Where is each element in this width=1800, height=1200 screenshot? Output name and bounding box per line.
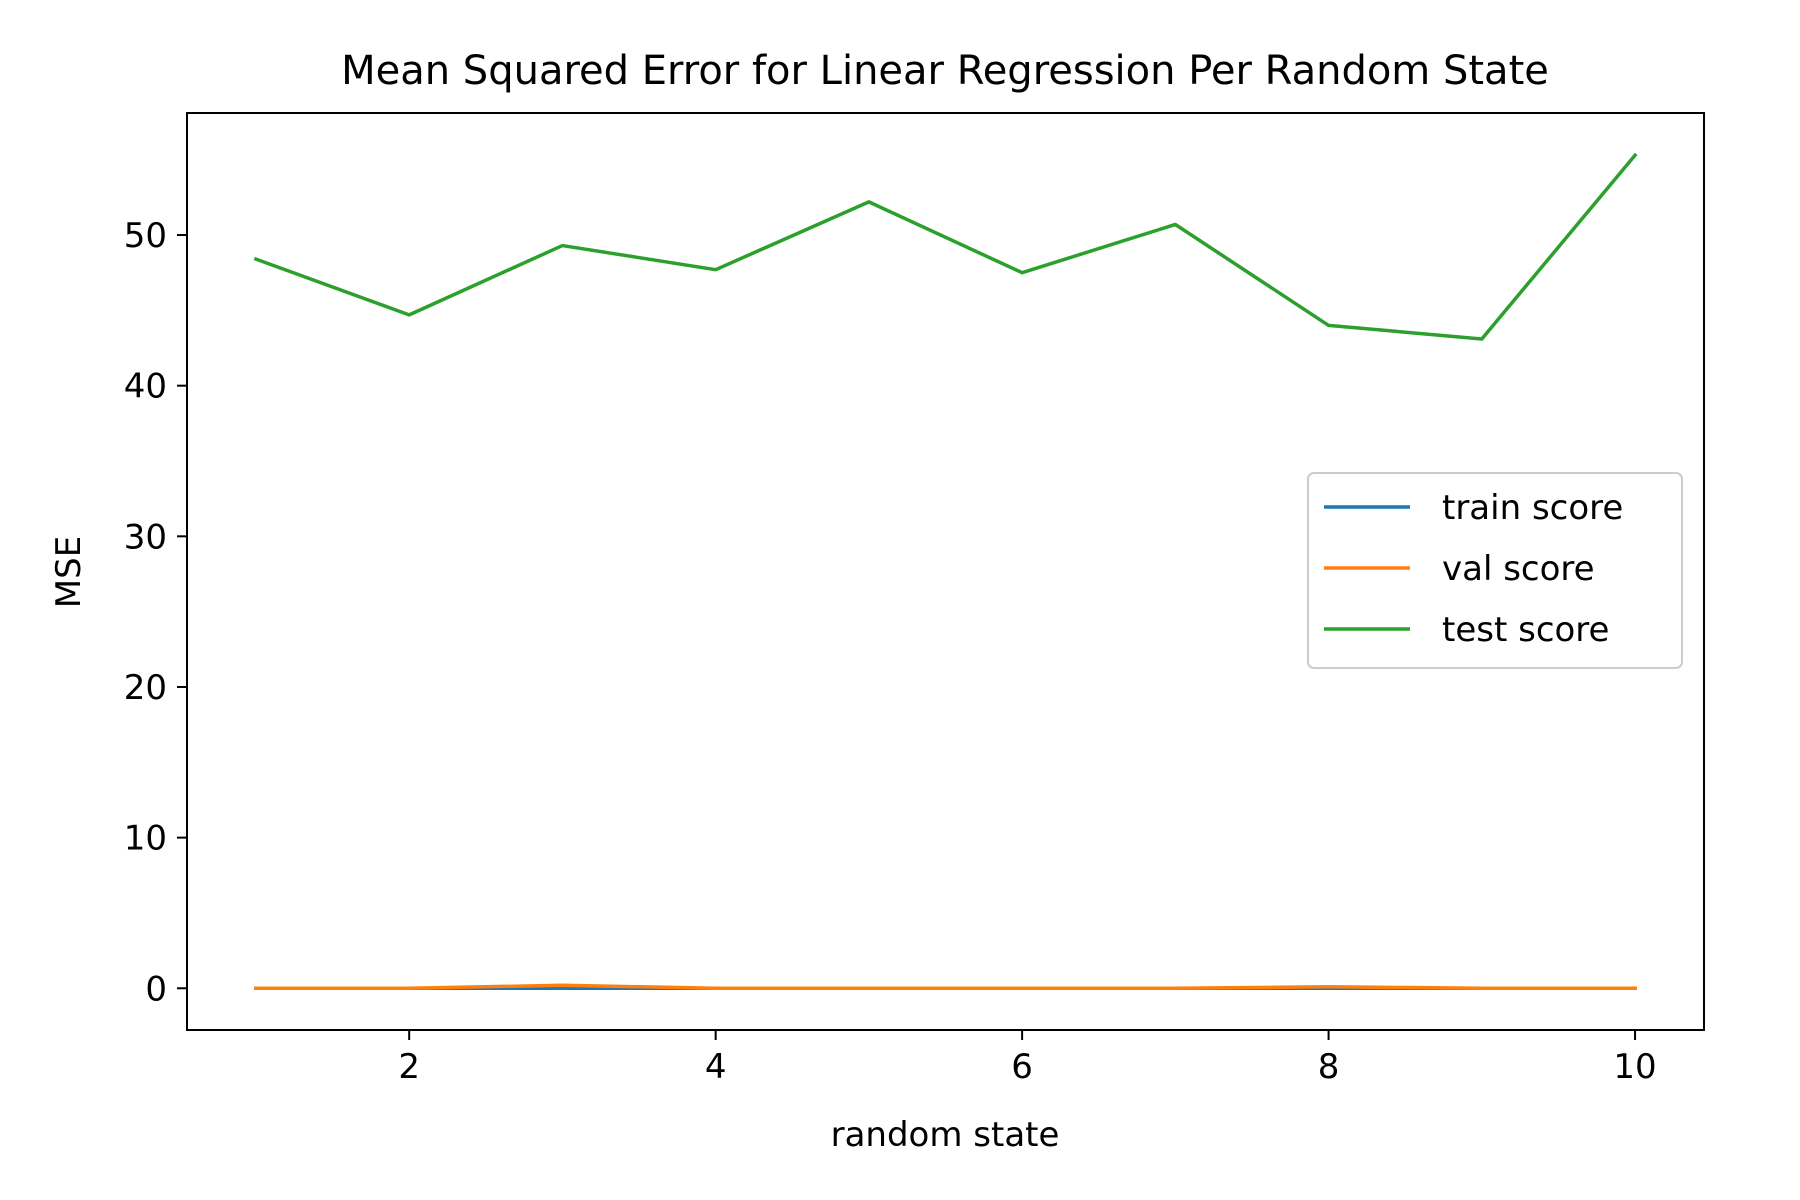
legend-items: train score val score test score [1324, 488, 1623, 650]
x-tick-label: 8 [1318, 1047, 1340, 1087]
legend: train score val score test score [1307, 472, 1683, 669]
y-tick-label: 20 [124, 668, 167, 708]
legend-label-val-score: val score [1442, 549, 1595, 589]
chart-title: Mean Squared Error for Linear Regression… [341, 48, 1549, 94]
x-tick-label: 10 [1613, 1047, 1656, 1087]
y-axis-label: MSE [49, 536, 89, 608]
x-axis-label: random state [831, 1115, 1060, 1155]
y-tick-label: 40 [124, 367, 167, 407]
x-tick-label: 6 [1011, 1047, 1033, 1087]
y-axis: 0 10 20 30 40 50 [124, 216, 187, 1009]
series-layer [253, 152, 1638, 991]
x-tick-label: 4 [705, 1047, 727, 1087]
legend-label-train-score: train score [1442, 488, 1623, 528]
plot-frame [186, 112, 1705, 1031]
y-tick-label: 30 [124, 517, 167, 557]
series-line-val-score [254, 983, 1637, 991]
x-axis: 2 4 6 8 10 [398, 1030, 1657, 1087]
y-tick-label: 10 [124, 819, 167, 859]
legend-box [1307, 472, 1683, 669]
legend-label-test-score: test score [1442, 610, 1609, 650]
y-tick-label: 50 [124, 216, 167, 256]
y-tick-label: 0 [145, 969, 167, 1009]
series-line-test-score [253, 152, 1638, 341]
x-tick-label: 2 [398, 1047, 420, 1087]
